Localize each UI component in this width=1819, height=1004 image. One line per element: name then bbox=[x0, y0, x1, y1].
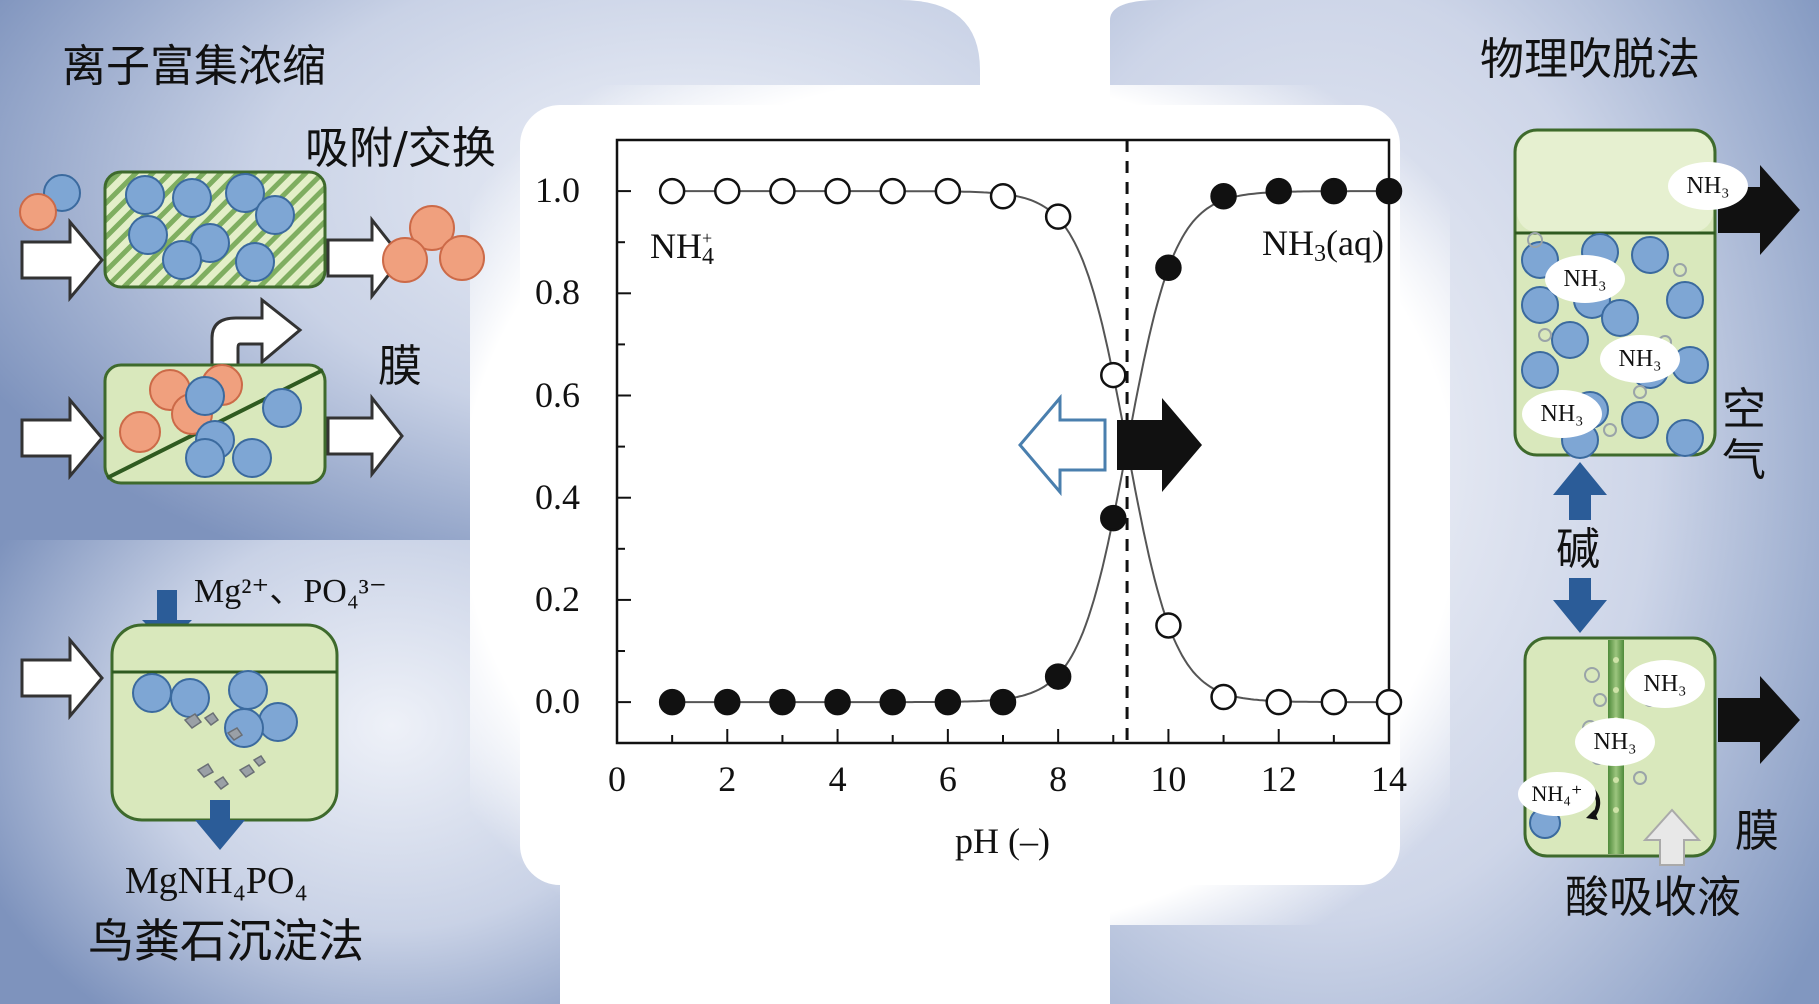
nh3-tag-membrane-2: NH₃ bbox=[1575, 718, 1655, 766]
nh3-points bbox=[658, 177, 1403, 716]
x-tick-label: 8 bbox=[1049, 759, 1068, 799]
x-tick-label: 4 bbox=[828, 759, 847, 799]
inflow-arrow bbox=[20, 217, 104, 303]
nh4-data-point bbox=[1155, 612, 1182, 639]
nh3-data-point bbox=[879, 688, 906, 716]
nh3-tag-membrane-1: NH₃ bbox=[1625, 660, 1705, 708]
x-tick-label: 0 bbox=[608, 759, 626, 799]
y-tick-label: 0.6 bbox=[535, 374, 580, 415]
base-arrow-up bbox=[1553, 462, 1607, 520]
adsorption-exchange-diagram bbox=[19, 170, 485, 367]
y-tick-label: 1.0 bbox=[535, 170, 580, 211]
x-tick-label: 10 bbox=[1150, 759, 1187, 799]
ion-enrichment-title: 离子富集浓缩 bbox=[62, 41, 326, 92]
struvite-reagents: Mg²⁺、PO₄³⁻ bbox=[194, 573, 387, 610]
outflow-arrow bbox=[326, 215, 404, 301]
nh4-data-point bbox=[1320, 688, 1348, 716]
nh3-tag-liquid-3: NH₃ bbox=[1522, 390, 1602, 438]
x-tick-label: 14 bbox=[1371, 759, 1407, 799]
x-tick-label: 6 bbox=[938, 759, 957, 799]
shift-left-arrow bbox=[1018, 393, 1107, 497]
stripping-title: 物理吹脱法 bbox=[1480, 34, 1700, 85]
nh4-data-point bbox=[824, 177, 851, 205]
nh3-tag-liquid-1: NH₃ bbox=[1545, 255, 1625, 303]
nh4-data-point bbox=[989, 182, 1017, 210]
nh3-data-point bbox=[1155, 254, 1182, 282]
x-tick-label: 2 bbox=[718, 759, 737, 799]
nh4-data-point bbox=[1100, 361, 1127, 389]
nh3-data-point bbox=[1375, 177, 1403, 205]
series-label-nh3: NH3(aq) bbox=[1262, 223, 1384, 267]
membrane-label-right: 膜 bbox=[1735, 806, 1779, 857]
nh4-data-point bbox=[934, 177, 962, 205]
membrane-separation-diagram bbox=[20, 363, 404, 485]
ammonia-out-arrow-bottom bbox=[1718, 676, 1800, 764]
membrane-label-left: 膜 bbox=[378, 341, 422, 392]
nh4-data-point bbox=[1210, 683, 1237, 711]
nh3-data-point bbox=[989, 688, 1017, 716]
nh4-tag-membrane: NH₄⁺ bbox=[1518, 772, 1596, 816]
nh3-data-point bbox=[1320, 177, 1348, 205]
x-axis-title: pH (–) bbox=[955, 821, 1050, 861]
acid-absorption-label: 酸吸收液 bbox=[1565, 872, 1741, 923]
y-tick-label: 0.8 bbox=[535, 272, 580, 313]
base-label: 碱 bbox=[1556, 524, 1600, 575]
nh4-data-point bbox=[714, 177, 741, 205]
nh4-points bbox=[658, 177, 1403, 716]
nh3-data-point bbox=[1210, 182, 1237, 210]
nh4-data-point bbox=[769, 177, 796, 205]
y-tick-label: 0.4 bbox=[535, 476, 580, 517]
nh3-data-point bbox=[1265, 177, 1292, 205]
nh4-data-point bbox=[1265, 688, 1292, 716]
nh3-tag-liquid-2: NH₃ bbox=[1600, 335, 1680, 383]
nh3-data-point bbox=[824, 688, 851, 716]
series-label-nh4: NH4+ bbox=[650, 226, 714, 270]
air-label: 空气 bbox=[1722, 384, 1766, 486]
nh3-data-point bbox=[1044, 663, 1072, 690]
speciation-chart bbox=[615, 138, 1403, 745]
nh4-data-point bbox=[658, 177, 686, 205]
struvite-title: 鸟粪石沉淀法 bbox=[88, 914, 364, 968]
y-tick-label: 0.2 bbox=[535, 578, 580, 619]
base-arrow-down bbox=[1553, 578, 1607, 633]
nh4-data-point bbox=[1044, 203, 1072, 230]
nh3-tag-headspace: NH₃ bbox=[1668, 162, 1748, 210]
struvite-product: MgNH₄PO₄ bbox=[125, 860, 308, 902]
nh3-data-point bbox=[934, 688, 962, 716]
y-tick-label: 0.0 bbox=[535, 681, 580, 722]
nh4-data-point bbox=[1375, 688, 1403, 716]
adsorption-exchange-label: 吸附/交换 bbox=[305, 123, 496, 174]
shift-right-arrow bbox=[1117, 398, 1202, 492]
nh4-data-point bbox=[879, 177, 906, 205]
crystal-icon bbox=[183, 711, 267, 791]
struvite-diagram bbox=[20, 590, 339, 850]
acid-in-arrow bbox=[1642, 808, 1702, 866]
bypass-arrow bbox=[210, 296, 303, 367]
nh3-data-point bbox=[658, 688, 686, 716]
x-tick-label: 12 bbox=[1260, 759, 1297, 799]
nh3-data-point bbox=[714, 688, 741, 716]
nh3-data-point bbox=[1100, 504, 1127, 532]
nh3-data-point bbox=[769, 688, 796, 716]
